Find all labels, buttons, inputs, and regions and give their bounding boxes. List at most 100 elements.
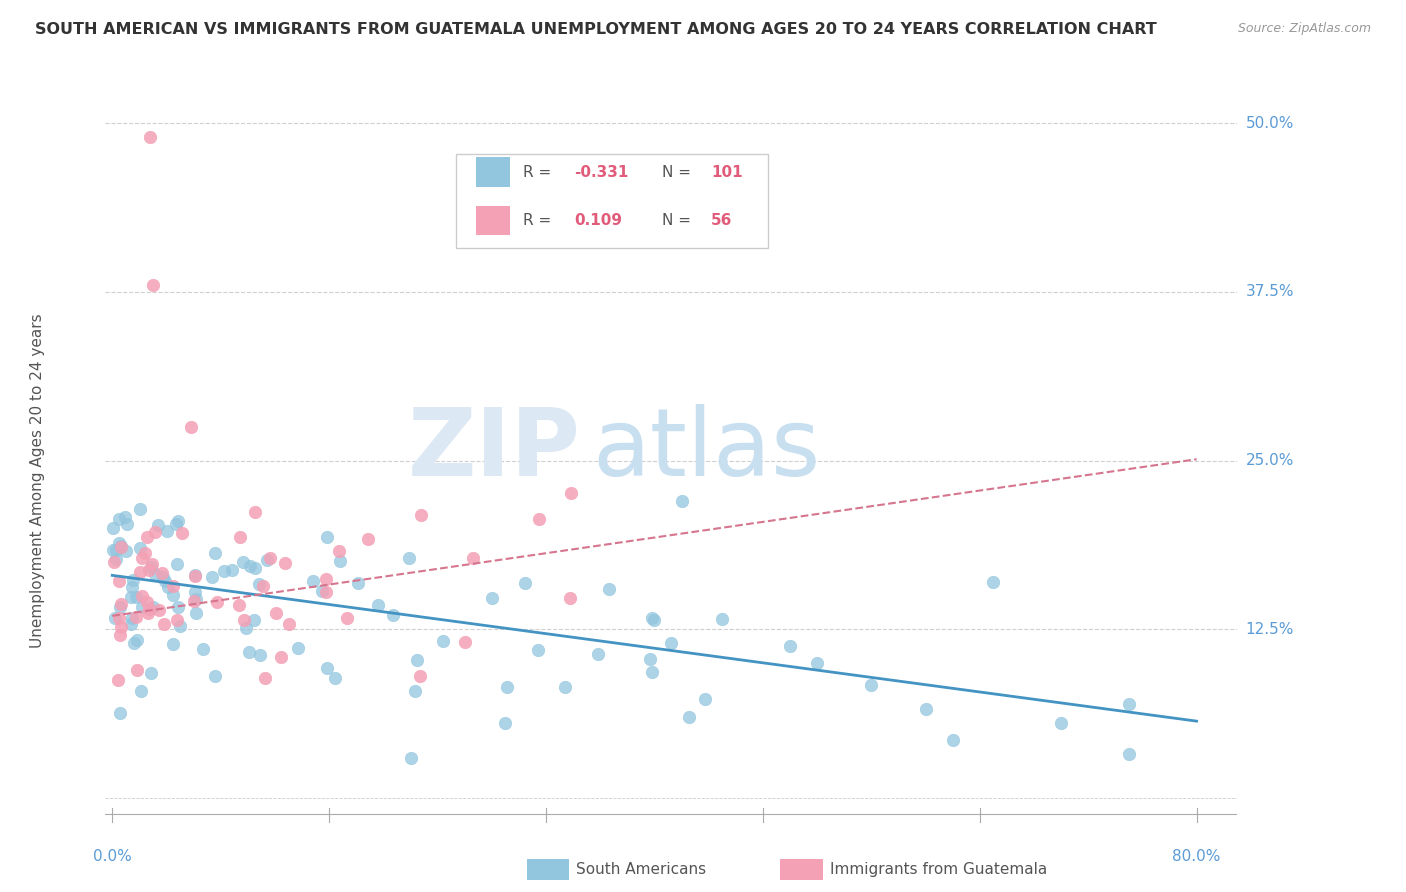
Point [183,594,205,608]
Point [316,530,339,544]
Point [162,579,184,593]
Point [136,595,159,609]
Point [101,521,124,535]
Point [110,619,132,633]
Text: SOUTH AMERICAN VS IMMIGRANTS FROM GUATEMALA UNEMPLOYMENT AMONG AGES 20 TO 24 YEA: SOUTH AMERICAN VS IMMIGRANTS FROM GUATEM… [35,22,1157,37]
Text: 80.0%: 80.0% [1173,849,1220,864]
Point [110,539,132,553]
Point [183,585,205,599]
Point [184,591,207,606]
Point [233,613,256,627]
Point [302,574,325,589]
Point [172,525,194,540]
Point [640,665,662,680]
Point [1118,747,1140,761]
Point [104,611,127,625]
Point [526,642,548,657]
Point [235,621,257,635]
Point [136,529,159,543]
Point [329,554,352,568]
Point [139,560,162,574]
Point [156,580,179,594]
Point [259,551,281,566]
Point [274,556,297,570]
Text: 12.5%: 12.5% [1246,622,1294,637]
Text: R =: R = [523,213,557,228]
Text: South Americans: South Americans [576,863,707,877]
Point [287,641,309,656]
Point [529,512,551,526]
Point [125,663,148,677]
Text: 37.5%: 37.5% [1246,285,1294,300]
Point [134,546,156,560]
Point [252,578,274,592]
Point [121,574,143,588]
Point [162,637,184,651]
Point [139,665,162,680]
Point [105,552,128,566]
Point [101,543,124,558]
Point [678,709,700,723]
Point [204,546,226,560]
Text: Unemployment Among Ages 20 to 24 years: Unemployment Among Ages 20 to 24 years [30,313,45,648]
Point [186,606,208,620]
Point [560,486,582,500]
Point [659,636,682,650]
Point [212,564,235,578]
Point [108,628,131,642]
Text: atlas: atlas [592,404,820,497]
Point [166,514,188,528]
Text: R =: R = [523,165,557,179]
Point [249,648,271,662]
Point [153,574,176,589]
Point [122,636,145,650]
Point [156,524,179,538]
Point [336,611,359,625]
Point [184,568,207,582]
Point [120,591,142,605]
Point [169,618,191,632]
Point [104,542,127,557]
Point [481,591,503,605]
Point [398,551,420,566]
Point [145,566,167,581]
Point [495,680,517,694]
Point [131,589,153,603]
Text: Immigrants from Guatemala: Immigrants from Guatemala [830,863,1047,877]
Point [779,639,801,653]
Point [129,684,152,698]
Point [108,535,131,549]
Point [453,635,475,649]
Point [432,633,454,648]
Point [238,645,260,659]
Point [558,591,581,606]
Point [184,569,207,583]
Point [1118,697,1140,711]
Point [142,599,165,614]
Point [942,733,965,747]
Text: 0.0%: 0.0% [93,849,132,864]
Point [115,544,138,558]
Point [239,558,262,573]
Point [152,617,174,632]
Text: 25.0%: 25.0% [1246,453,1294,468]
Point [638,652,661,666]
Point [311,583,333,598]
Point [115,517,138,532]
Point [221,563,243,577]
FancyBboxPatch shape [457,154,768,248]
Point [515,576,537,591]
Point [347,575,370,590]
Point [315,572,337,586]
Point [165,516,187,531]
Point [247,576,270,591]
Point [129,502,152,516]
Point [243,505,266,519]
Point [103,555,125,569]
Point [981,575,1004,590]
Point [141,557,163,571]
Point [243,614,266,628]
Point [806,656,828,670]
Point [110,597,132,611]
Text: 56: 56 [711,213,733,228]
